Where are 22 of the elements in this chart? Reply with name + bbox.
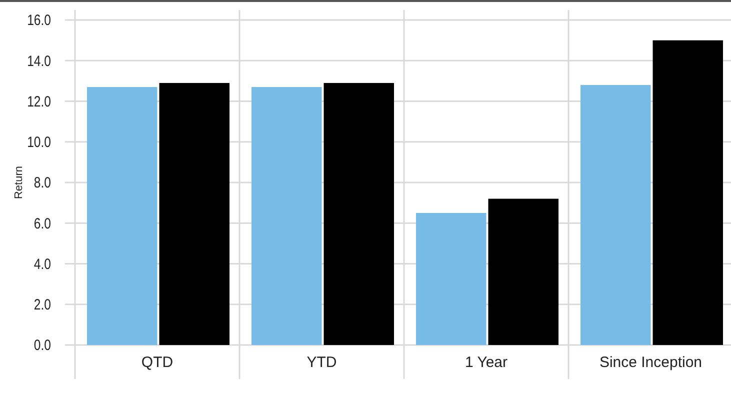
- bar: [324, 82, 394, 345]
- bar: [159, 82, 230, 345]
- x-tick-label: QTD: [141, 354, 174, 371]
- bar: [488, 198, 558, 345]
- bar: [652, 40, 723, 345]
- bar: [87, 87, 158, 345]
- x-tick-label: 1 Year: [464, 354, 508, 371]
- y-tick-label: 14.0: [27, 52, 52, 70]
- y-axis-title: Return: [13, 166, 25, 200]
- y-tick-label: 0.0: [34, 337, 52, 354]
- bar: [416, 212, 486, 345]
- bar: [252, 87, 322, 345]
- x-tick-label: Since Inception: [599, 354, 702, 371]
- x-tick-label: YTD: [306, 354, 337, 371]
- y-tick-label: 6.0: [34, 215, 52, 232]
- bar: [580, 85, 651, 345]
- y-tick-label: 8.0: [34, 174, 52, 192]
- y-tick-label: 12.0: [27, 93, 52, 110]
- y-tick-label: 16.0: [27, 12, 52, 29]
- y-tick-label: 2.0: [34, 296, 52, 313]
- y-tick-label: 4.0: [34, 256, 52, 272]
- y-tick-label: 10.0: [27, 134, 52, 150]
